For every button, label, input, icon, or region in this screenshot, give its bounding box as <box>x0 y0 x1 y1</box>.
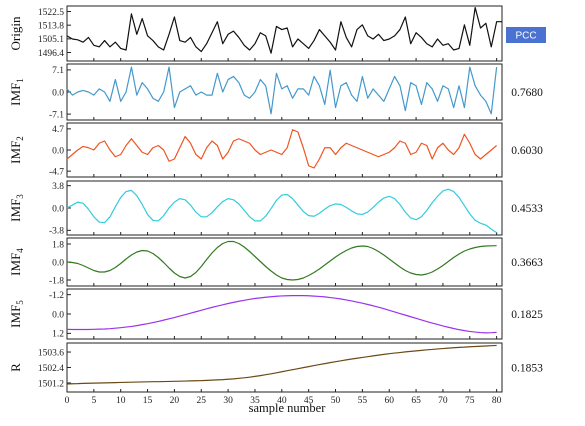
panel-label: IMF3 <box>8 194 25 222</box>
series-line <box>66 66 498 115</box>
y-tick-label: 1502.4 <box>38 364 64 374</box>
y-tick-label: -1.8 <box>49 276 64 286</box>
y-tick-label: 1496.4 <box>38 49 64 59</box>
y-tick-label: 4.7 <box>52 125 64 135</box>
pcc-legend: PCC <box>506 27 546 43</box>
panel-1: 1522.5 1513.8 1505.1 1496.4 Origin <box>8 5 503 62</box>
series-line <box>66 295 497 334</box>
panel-6: -1.2 0.0 1.2 IMF5 0.1825 <box>8 288 543 340</box>
pcc-legend-box <box>506 27 546 43</box>
panel-3: 4.7 0.0 -4.7 IMF2 0.6030 <box>8 122 543 178</box>
y-tick-label: 0.0 <box>52 204 64 214</box>
series-line <box>66 188 497 234</box>
x-tick-label: 55 <box>358 396 368 406</box>
x-tick-label: 20 <box>170 396 180 406</box>
y-tick-label: 1505.1 <box>38 35 64 45</box>
y-tick-label: -7.1 <box>49 110 64 120</box>
x-tick-label: 70 <box>438 396 448 406</box>
series-line <box>66 6 502 54</box>
panel-7: 1503.6 1502.4 1501.2 R 0.1853 <box>8 342 543 393</box>
pcc-legend-label: PCC <box>515 31 536 42</box>
panel-frame <box>66 5 503 62</box>
x-tick-label: 35 <box>250 396 260 406</box>
series-line <box>66 129 498 169</box>
x-tick-label: 30 <box>223 396 233 406</box>
y-tick-label: 1513.8 <box>38 21 64 31</box>
y-tick-label: -4.7 <box>49 167 64 177</box>
x-tick-label: 60 <box>384 396 394 406</box>
pcc-value: 0.7680 <box>511 87 543 99</box>
panel-label: IMF2 <box>8 136 25 164</box>
y-tick-label: 0.0 <box>52 310 64 320</box>
x-tick-label: 5 <box>91 396 96 406</box>
pcc-value: 0.3663 <box>511 257 543 269</box>
panel-frame <box>66 342 503 393</box>
panel-label: IMF1 <box>8 78 25 106</box>
pcc-value: 0.6030 <box>511 145 543 157</box>
x-tick-label: 80 <box>492 396 502 406</box>
y-tick-label: 0.0 <box>52 88 64 98</box>
x-axis: 0 5 10 15 20 25 30 35 40 45 50 55 60 65 70 75 80 <box>65 396 502 406</box>
x-tick-label: 75 <box>465 396 475 406</box>
y-tick-label: 1.2 <box>52 330 64 340</box>
y-tick-label: 0.0 <box>52 146 64 156</box>
panel-label: R <box>8 363 23 372</box>
x-axis-label: sample number <box>249 401 327 415</box>
y-tick-label: -3.8 <box>49 227 64 237</box>
x-tick-label: 10 <box>116 396 126 406</box>
panel-5: 1.8 0.0 -1.8 IMF4 0.3663 <box>8 237 543 287</box>
panel-2: 7.1 0.0 -7.1 IMF1 0.7680 <box>8 63 543 121</box>
x-tick-label: 40 <box>277 396 287 406</box>
pcc-value: 0.4533 <box>511 203 543 215</box>
panel-label: IMF5 <box>8 300 25 328</box>
panel-frame <box>66 180 503 236</box>
x-tick-label: 65 <box>411 396 421 406</box>
panel-frame <box>66 288 503 340</box>
panels-layer: 1522.5 1513.8 1505.1 1496.4 Origin 7.1 0.0 -7.1… <box>8 5 543 393</box>
x-tick-label: 25 <box>197 396 207 406</box>
y-tick-label: -1.2 <box>49 291 64 301</box>
x-tick-label: 50 <box>331 396 341 406</box>
series-line <box>66 344 497 385</box>
pcc-value: 0.1853 <box>511 363 543 375</box>
y-tick-label: 0.0 <box>52 258 64 268</box>
y-tick-label: 1.8 <box>52 240 64 250</box>
panel-label: Origin <box>8 16 23 50</box>
y-tick-label: 1503.6 <box>38 348 64 358</box>
pcc-value: 0.1825 <box>511 309 543 321</box>
panel-label: IMF4 <box>8 248 25 276</box>
x-tick-label: 45 <box>304 396 314 406</box>
x-tick-label: 0 <box>65 396 70 406</box>
y-tick-label: 3.8 <box>52 182 64 192</box>
y-tick-label: 1501.2 <box>38 379 64 389</box>
x-tick-label: 15 <box>143 396 153 406</box>
y-tick-label: 1522.5 <box>38 8 64 18</box>
panel-4: 3.8 0.0 -3.8 IMF3 0.4533 <box>8 180 543 237</box>
series-line <box>66 240 497 281</box>
y-tick-label: 7.1 <box>52 66 64 76</box>
